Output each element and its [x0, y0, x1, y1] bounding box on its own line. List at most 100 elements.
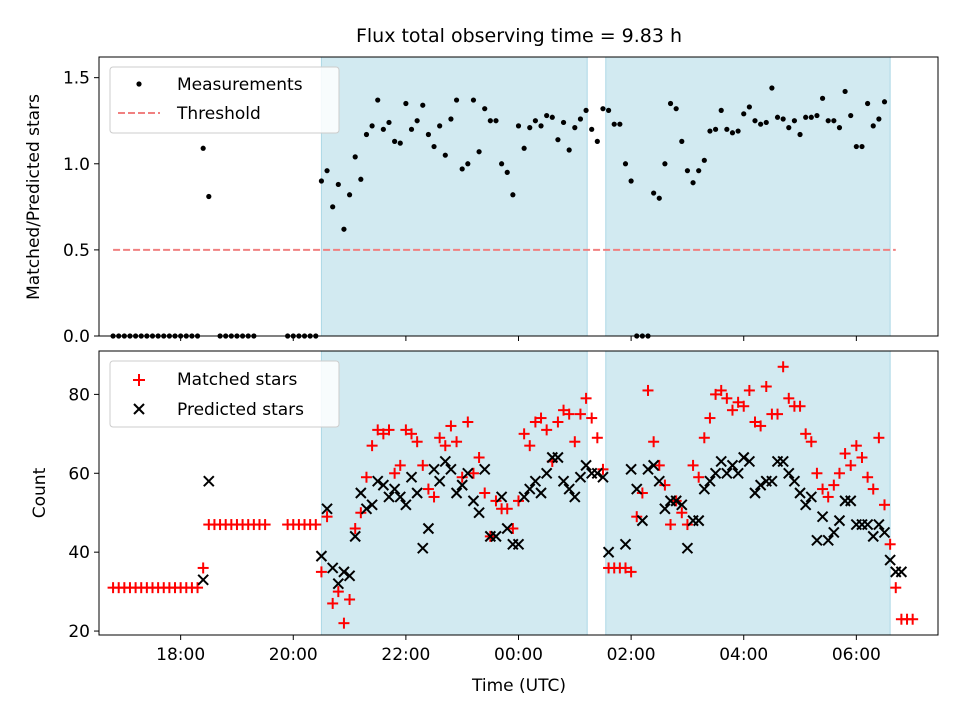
measurement-point — [549, 114, 555, 120]
counts-y-ticks: 20 40 60 80 — [68, 385, 99, 642]
measurement-point — [532, 118, 538, 124]
matched-star-point — [743, 384, 755, 396]
measurement-point — [848, 112, 854, 119]
measurement-point — [397, 140, 403, 146]
measurement-point — [690, 180, 696, 186]
measurement-point — [724, 126, 730, 132]
measurement-point — [791, 118, 798, 124]
matched-star-point — [529, 416, 541, 428]
measurement-point — [712, 126, 719, 132]
measurement-point — [656, 195, 662, 201]
predicted-star-point — [591, 467, 604, 479]
y-tick-label: 0.5 — [63, 241, 90, 261]
measurement-point — [701, 157, 707, 163]
matched-star-point — [501, 503, 513, 515]
matched-star-point — [704, 412, 716, 424]
predicted-star-point — [529, 475, 542, 487]
observing-windows — [320, 56, 891, 337]
matched-star-point — [394, 459, 406, 471]
matched-star-point — [332, 586, 344, 598]
predicted-star-point — [766, 475, 778, 487]
matched-star-point — [558, 404, 570, 416]
predicted-star-point — [433, 475, 446, 487]
measurement-point — [403, 100, 409, 107]
predicted-star-point — [873, 518, 885, 531]
matched-star-point — [417, 459, 429, 471]
measurement-point — [825, 118, 831, 124]
matched-star-point — [772, 408, 784, 420]
predicted-star-point — [636, 514, 649, 527]
predicted-star-point — [653, 475, 665, 487]
predicted-star-point — [878, 526, 891, 539]
predicted-star-point — [670, 495, 682, 507]
predicted-star-point — [479, 463, 491, 476]
matched-star-point — [473, 452, 485, 463]
matched-star-point — [344, 594, 356, 605]
matched-star-point — [800, 428, 812, 440]
predicted-star-point — [422, 522, 435, 535]
measurement-point — [510, 192, 516, 198]
predicted-star-point — [355, 487, 367, 499]
matched-star-point — [676, 507, 688, 519]
predicted-star-point — [704, 475, 716, 487]
measurement-point — [335, 181, 341, 188]
matched-star-point — [721, 392, 733, 404]
matched-star-point — [439, 440, 451, 452]
predicted-star-point — [895, 566, 908, 578]
measurement-point — [560, 119, 567, 126]
matched-star-point — [833, 467, 845, 479]
measurement-point — [589, 126, 595, 132]
ratio-y-ticks: 0.0 0.5 1.0 1.5 — [63, 69, 99, 347]
measurement-point — [363, 131, 370, 138]
predicted-star-point — [552, 451, 564, 464]
predicted-star-point — [884, 554, 896, 566]
matched-star-point — [710, 388, 722, 400]
matched-star-point — [693, 471, 705, 483]
measurement-point — [763, 119, 769, 126]
measurement-point — [504, 169, 510, 175]
matched-star-point — [338, 617, 350, 629]
predicted-star-point — [524, 483, 536, 495]
measurement-point — [544, 112, 550, 119]
measurement-point — [375, 97, 381, 103]
predicted-star-point — [574, 471, 587, 483]
matched-star-point — [642, 384, 654, 396]
predicted-star-point — [625, 463, 637, 476]
matched-star-point — [648, 436, 660, 448]
predicted-star-point — [726, 459, 739, 472]
predicted-star-point — [405, 471, 418, 483]
predicted-star-point — [709, 467, 722, 479]
predicted-star-point — [332, 578, 345, 590]
y-tick-label: 1.0 — [63, 155, 90, 175]
predicted-star-point — [602, 546, 615, 558]
predicted-star-point — [597, 471, 609, 483]
matched-star-point — [811, 467, 823, 479]
matched-star-point — [507, 523, 519, 534]
predicted-star-point — [692, 514, 705, 527]
matched-star-point — [541, 424, 553, 436]
predicted-star-point — [343, 570, 356, 582]
matched-star-point — [400, 424, 412, 436]
measurement-point — [808, 114, 814, 120]
measurement-point — [555, 137, 561, 143]
matched-star-point — [726, 404, 738, 416]
measurement-point — [465, 161, 471, 167]
matched-star-point — [890, 582, 902, 594]
matched-star-point — [636, 487, 648, 499]
predicted-star-point — [417, 542, 429, 554]
predicted-star-point — [456, 479, 468, 491]
predicted-star-point — [698, 483, 711, 495]
measurement-point — [729, 130, 736, 136]
matched-star-point — [377, 428, 389, 440]
predicted-star-point — [788, 475, 801, 487]
measurement-point — [386, 119, 392, 126]
predicted-star-point — [563, 483, 575, 495]
matched-star-point — [445, 420, 457, 432]
predicted-star-point — [377, 479, 390, 491]
predicted-star-point — [799, 499, 812, 511]
measurement-point — [859, 143, 865, 150]
matched-star-point — [411, 436, 423, 448]
measurement-point — [662, 161, 668, 167]
matched-star-point — [315, 566, 327, 578]
